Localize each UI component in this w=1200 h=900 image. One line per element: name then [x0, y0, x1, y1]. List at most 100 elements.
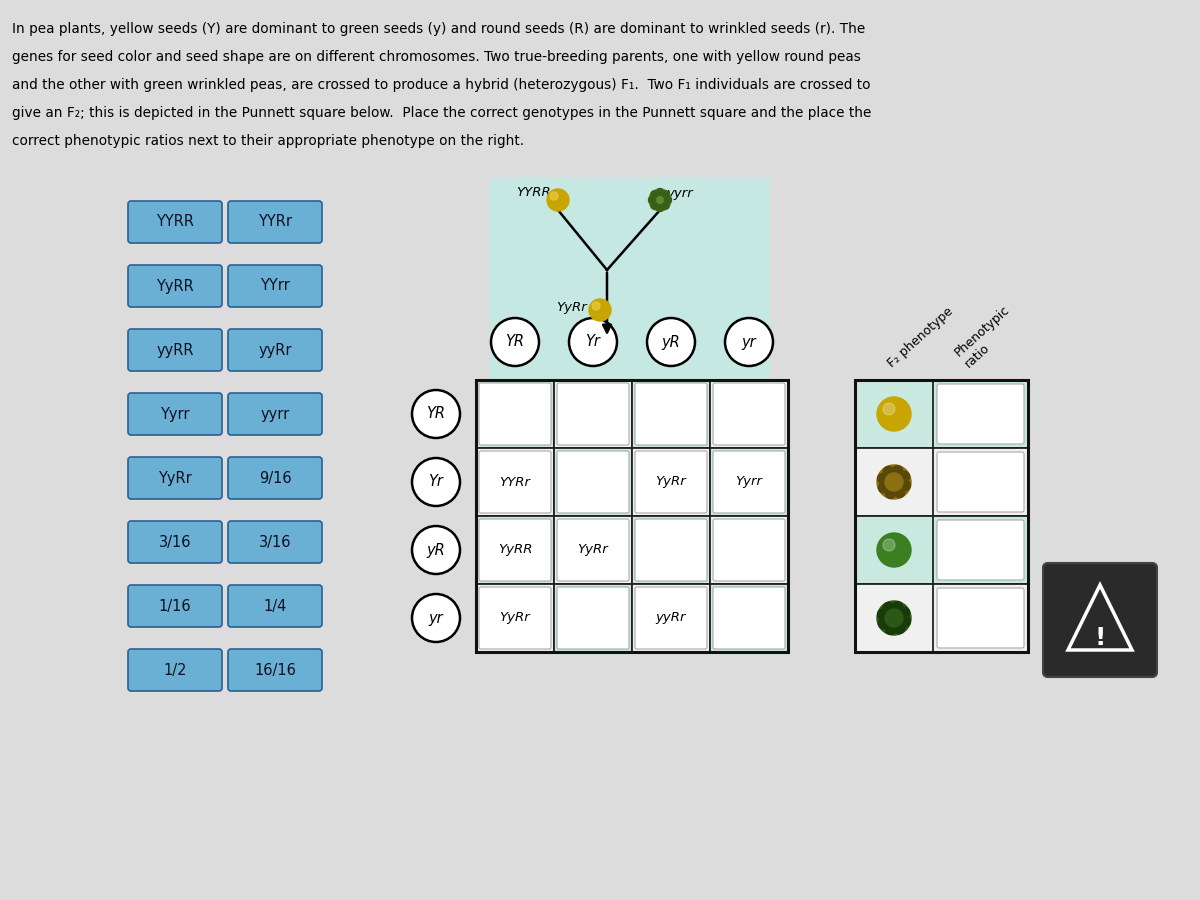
- FancyBboxPatch shape: [228, 521, 322, 563]
- FancyBboxPatch shape: [937, 384, 1024, 444]
- Circle shape: [877, 465, 911, 499]
- Circle shape: [877, 533, 911, 567]
- Text: YYRr: YYRr: [258, 214, 292, 230]
- Text: YYRr: YYRr: [499, 475, 530, 489]
- Text: Yr: Yr: [428, 474, 444, 490]
- FancyBboxPatch shape: [479, 383, 551, 445]
- Text: YyRr: YyRr: [577, 544, 608, 556]
- Circle shape: [893, 465, 902, 475]
- Circle shape: [647, 318, 695, 366]
- Circle shape: [656, 188, 664, 195]
- Circle shape: [883, 602, 894, 612]
- Circle shape: [886, 609, 904, 627]
- Circle shape: [592, 302, 600, 310]
- Text: YyRR: YyRR: [498, 544, 533, 556]
- FancyBboxPatch shape: [557, 451, 629, 513]
- Circle shape: [665, 196, 672, 203]
- Circle shape: [900, 608, 910, 617]
- Circle shape: [894, 488, 905, 498]
- Circle shape: [491, 318, 539, 366]
- Bar: [854, 516, 1028, 584]
- Text: yyrr: yyrr: [667, 186, 694, 200]
- Circle shape: [877, 397, 911, 431]
- Text: 16/16: 16/16: [254, 662, 296, 678]
- FancyBboxPatch shape: [479, 587, 551, 649]
- Circle shape: [877, 473, 888, 483]
- Bar: [632, 516, 710, 584]
- Circle shape: [893, 601, 902, 611]
- Circle shape: [662, 191, 670, 198]
- Circle shape: [650, 191, 658, 198]
- Text: Yyrr: Yyrr: [736, 475, 762, 489]
- Text: and the other with green wrinkled peas, are crossed to produce a hybrid (heteroz: and the other with green wrinkled peas, …: [12, 78, 870, 92]
- Text: !: !: [1094, 626, 1105, 650]
- Text: YYRR: YYRR: [517, 186, 551, 200]
- Text: 3/16: 3/16: [259, 535, 292, 550]
- Text: Yr: Yr: [586, 335, 600, 349]
- Circle shape: [412, 594, 460, 642]
- Text: YyRr: YyRr: [499, 611, 530, 625]
- Circle shape: [589, 299, 611, 321]
- Text: 1/4: 1/4: [263, 598, 287, 614]
- FancyBboxPatch shape: [228, 649, 322, 691]
- Text: 3/16: 3/16: [158, 535, 191, 550]
- Text: yyRr: yyRr: [655, 611, 686, 625]
- Bar: [632, 584, 710, 652]
- FancyBboxPatch shape: [557, 383, 629, 445]
- FancyBboxPatch shape: [228, 393, 322, 435]
- Circle shape: [877, 609, 888, 619]
- Circle shape: [900, 481, 911, 491]
- Circle shape: [648, 196, 655, 203]
- FancyBboxPatch shape: [713, 451, 785, 513]
- Text: correct phenotypic ratios next to their appropriate phenotype on the right.: correct phenotypic ratios next to their …: [12, 134, 524, 148]
- Circle shape: [883, 403, 895, 415]
- Bar: [632, 380, 710, 448]
- Text: YyRr: YyRr: [158, 471, 192, 485]
- Circle shape: [547, 189, 569, 211]
- FancyBboxPatch shape: [228, 329, 322, 371]
- Bar: [710, 448, 788, 516]
- Bar: [710, 516, 788, 584]
- Bar: [854, 380, 1028, 652]
- FancyBboxPatch shape: [713, 519, 785, 581]
- FancyBboxPatch shape: [128, 265, 222, 307]
- Text: 9/16: 9/16: [259, 471, 292, 485]
- FancyBboxPatch shape: [128, 457, 222, 499]
- FancyBboxPatch shape: [128, 649, 222, 691]
- Text: YYrr: YYrr: [260, 278, 290, 293]
- FancyBboxPatch shape: [937, 452, 1024, 512]
- Circle shape: [900, 616, 911, 626]
- FancyBboxPatch shape: [937, 520, 1024, 580]
- FancyBboxPatch shape: [557, 519, 629, 581]
- Circle shape: [883, 466, 894, 476]
- Circle shape: [886, 625, 895, 634]
- FancyBboxPatch shape: [128, 393, 222, 435]
- Circle shape: [662, 202, 670, 209]
- Circle shape: [725, 318, 773, 366]
- Text: YyRr: YyRr: [655, 475, 686, 489]
- Circle shape: [650, 202, 658, 209]
- FancyBboxPatch shape: [490, 178, 770, 388]
- Bar: [476, 448, 554, 516]
- Text: YYRR: YYRR: [156, 214, 194, 230]
- Circle shape: [894, 624, 905, 634]
- Circle shape: [886, 489, 895, 499]
- Text: 1/16: 1/16: [158, 598, 191, 614]
- Bar: [854, 584, 1028, 652]
- Text: YyRR: YyRR: [156, 278, 194, 293]
- Circle shape: [569, 318, 617, 366]
- Bar: [554, 584, 632, 652]
- Circle shape: [878, 482, 888, 492]
- Text: 1/2: 1/2: [163, 662, 187, 678]
- FancyBboxPatch shape: [128, 585, 222, 627]
- Circle shape: [550, 192, 558, 200]
- Bar: [554, 448, 632, 516]
- Text: yr: yr: [428, 610, 443, 626]
- FancyBboxPatch shape: [479, 451, 551, 513]
- FancyBboxPatch shape: [635, 451, 707, 513]
- Text: yR: yR: [427, 543, 445, 557]
- Circle shape: [900, 472, 910, 482]
- Circle shape: [649, 189, 671, 211]
- FancyBboxPatch shape: [228, 201, 322, 243]
- Bar: [854, 448, 1028, 516]
